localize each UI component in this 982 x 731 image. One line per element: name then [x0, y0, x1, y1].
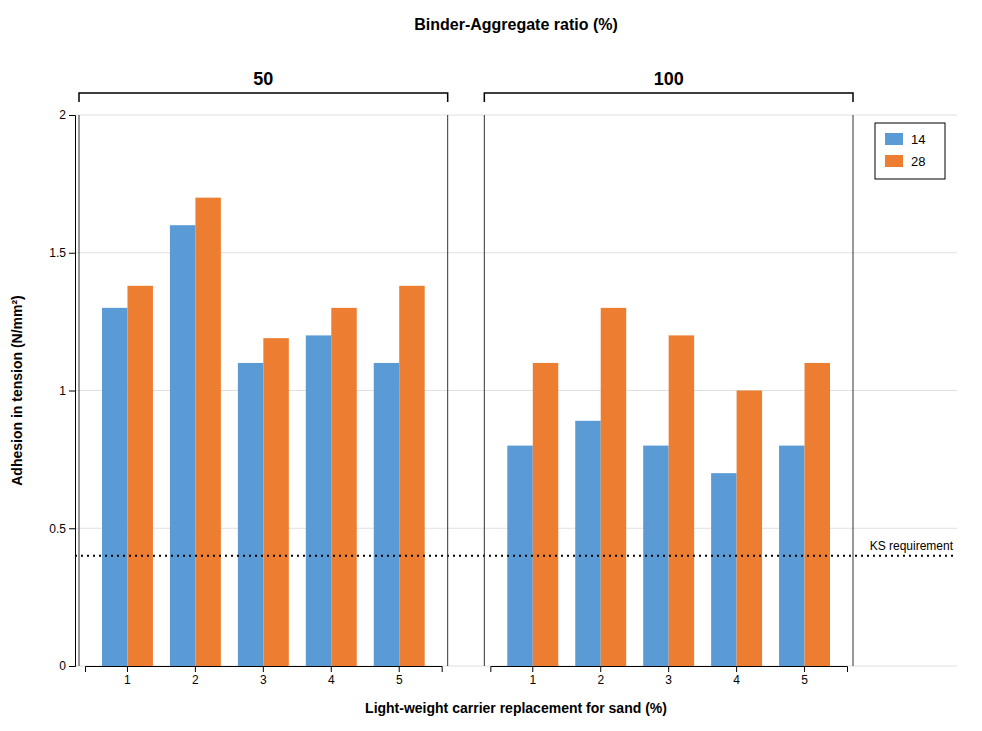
sections: 50 100	[79, 69, 853, 666]
y-tick: 0	[59, 659, 75, 673]
section-bracket	[484, 93, 853, 102]
x-tick: 2	[192, 666, 199, 687]
legend-label: 28	[911, 154, 925, 169]
legend-swatch	[885, 133, 903, 145]
y-axis-line	[69, 116, 76, 667]
bar	[238, 363, 263, 666]
legend-item: 28	[885, 154, 925, 169]
section-boundary	[79, 115, 80, 666]
bar	[575, 421, 600, 666]
section-boundary	[484, 115, 485, 666]
y-tick-label: 0.5	[49, 522, 66, 536]
y-tick-label: 1	[59, 384, 66, 398]
bar	[737, 391, 762, 667]
y-axis-title: Adhesion in tension (N/mm²)	[9, 295, 25, 486]
bar	[127, 286, 152, 666]
x-tick: 1	[529, 666, 536, 687]
bar	[779, 446, 804, 666]
bar	[374, 363, 399, 666]
bar	[195, 198, 220, 666]
legend-label: 14	[911, 132, 925, 147]
title: Binder-Aggregate ratio (%)	[414, 16, 618, 33]
bar	[805, 363, 830, 666]
bar	[102, 308, 127, 666]
y-axis: 0 0.5 1 1.5 2	[49, 108, 75, 673]
reference-line	[75, 555, 957, 557]
section-boundary	[853, 115, 854, 666]
x-axis-line	[86, 667, 443, 673]
x-tick: 5	[396, 666, 403, 687]
y-tick-label: 1.5	[49, 246, 66, 260]
legend-item: 14	[885, 132, 925, 147]
bar	[601, 308, 626, 666]
x-axis: 1 2 3 4 5	[491, 666, 848, 687]
y-tick-mark	[69, 666, 75, 667]
x-tick-mark	[399, 666, 400, 672]
section-bracket	[79, 93, 448, 102]
x-tick-mark	[263, 666, 264, 672]
x-axis-line	[491, 667, 848, 673]
x-tick-label: 4	[328, 673, 335, 687]
chart: 0 0.5 1 1.5 2 1 2 3 4 5 1 2 3 4 5 50 100 KS requirement 14…	[0, 0, 982, 731]
x-tick-label: 1	[529, 673, 536, 687]
y-tick: 1.5	[49, 246, 75, 260]
x-tick-label: 3	[665, 673, 672, 687]
x-axis-title: Light-weight carrier replacement for san…	[365, 700, 667, 716]
reference-label: KS requirement	[870, 539, 954, 553]
x-tick-mark	[195, 666, 196, 672]
x-tick-mark	[331, 666, 332, 672]
y-tick-mark	[69, 115, 75, 116]
bar	[669, 335, 694, 666]
plot: 0 0.5 1 1.5 2 1 2 3 4 5 1 2 3 4 5 50 100 KS requirement 14…	[49, 69, 957, 687]
y-tick: 2	[59, 108, 75, 122]
y-tick-mark	[69, 391, 75, 392]
legend-swatch	[885, 155, 903, 167]
x-tick-label: 1	[124, 673, 131, 687]
section-boundary	[447, 115, 448, 666]
reference-lines	[75, 555, 957, 556]
bars	[75, 198, 957, 666]
bar	[711, 473, 736, 666]
x-tick-label: 5	[801, 673, 808, 687]
x-tick: 3	[665, 666, 672, 687]
grid	[75, 115, 957, 666]
y-tick-mark	[69, 253, 75, 254]
x-tick: 1	[124, 666, 131, 687]
x-tick-mark	[600, 666, 601, 672]
y-tick: 1	[59, 384, 75, 398]
section-label: 50	[253, 69, 273, 89]
grid-line	[75, 115, 957, 116]
x-tick-mark	[804, 666, 805, 672]
bar	[399, 286, 424, 666]
x-tick: 2	[597, 666, 604, 687]
x-tick-mark	[668, 666, 669, 672]
legend-box	[875, 123, 945, 179]
y-tick-label: 0	[59, 659, 66, 673]
x-tick-label: 4	[733, 673, 740, 687]
x-tick-mark	[532, 666, 533, 672]
bar	[533, 363, 558, 666]
x-tick-mark	[736, 666, 737, 672]
y-tick-mark	[69, 528, 75, 529]
x-tick: 5	[801, 666, 808, 687]
y-tick: 0.5	[49, 522, 75, 536]
bar	[263, 338, 288, 666]
x-tick-mark	[127, 666, 128, 672]
y-tick-label: 2	[59, 108, 66, 122]
x-tick-label: 2	[192, 673, 199, 687]
legend: 1428	[875, 123, 945, 179]
section-label: 100	[654, 69, 684, 89]
x-axis: 1 2 3 4 5	[86, 666, 443, 687]
x-tick: 4	[733, 666, 740, 687]
x-tick: 3	[260, 666, 267, 687]
x-tick-label: 3	[260, 673, 267, 687]
x-tick-label: 2	[597, 673, 604, 687]
x-tick-label: 5	[396, 673, 403, 687]
x-tick: 4	[328, 666, 335, 687]
bar	[331, 308, 356, 666]
bar	[170, 225, 195, 666]
bar	[306, 335, 331, 666]
